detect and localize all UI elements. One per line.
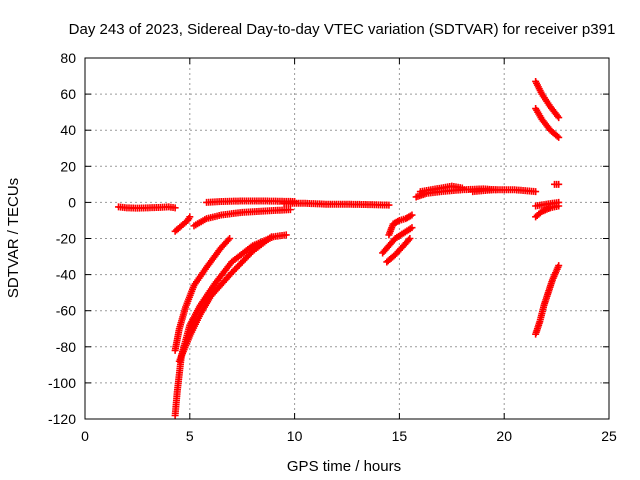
series-arc-6 xyxy=(190,206,294,230)
data-point xyxy=(224,236,232,244)
y-tick-label: -100 xyxy=(48,375,76,391)
chart-title: Day 243 of 2023, Sidereal Day-to-day VTE… xyxy=(69,21,616,38)
data-point xyxy=(555,262,563,270)
y-tick-label: -20 xyxy=(56,231,76,247)
series-arc-8 xyxy=(280,199,393,209)
y-tick-label: 40 xyxy=(60,122,76,138)
data-point xyxy=(385,201,393,209)
y-tick-label: -40 xyxy=(56,267,76,283)
x-tick-label: 15 xyxy=(392,428,408,444)
data-point xyxy=(408,224,416,232)
x-tick-labels: 0 5 10 15 20 25 xyxy=(81,428,617,444)
series-arc-16 xyxy=(532,105,563,141)
y-tick-label: -80 xyxy=(56,339,76,355)
data-point xyxy=(555,114,563,122)
data-point xyxy=(405,236,413,244)
data-point xyxy=(458,184,466,192)
series-arc-5 xyxy=(175,233,276,365)
y-tick-label: 60 xyxy=(60,86,76,102)
y-tick-labels: -120 -100 -80 -60 -40 -20 0 20 40 60 80 xyxy=(48,50,76,427)
series-arc-20 xyxy=(532,262,563,338)
data-point xyxy=(555,133,563,141)
axis-ticks xyxy=(84,57,610,420)
data-marks xyxy=(115,77,563,419)
data-point xyxy=(171,204,179,212)
y-tick-label: 80 xyxy=(60,50,76,66)
data-point xyxy=(406,235,414,242)
series-arc-15 xyxy=(532,77,563,122)
series-arc-7 xyxy=(203,197,299,206)
data-point xyxy=(268,233,276,241)
y-axis-label: SDTVAR / TECUs xyxy=(5,178,22,298)
y-tick-label: 20 xyxy=(60,158,76,174)
series-arc-4 xyxy=(171,235,234,354)
series-arc-11 xyxy=(385,211,416,239)
series-arc-19 xyxy=(551,180,563,188)
series-arc-18 xyxy=(532,198,563,210)
data-point xyxy=(555,180,563,188)
x-tick-label: 0 xyxy=(81,428,89,444)
series-arc-10 xyxy=(383,235,414,266)
x-tick-label: 25 xyxy=(601,428,617,444)
x-tick-label: 20 xyxy=(496,428,512,444)
y-tick-label: 0 xyxy=(68,194,76,210)
data-point xyxy=(408,211,416,219)
x-axis-label: GPS time / hours xyxy=(287,458,401,475)
series-arc-9 xyxy=(379,224,416,257)
data-point xyxy=(226,235,234,242)
series-arc-1 xyxy=(115,203,179,212)
data-point xyxy=(286,206,294,214)
data-point xyxy=(555,198,563,206)
series-arc-2 xyxy=(171,213,194,235)
grid xyxy=(85,58,609,419)
series-arc-14 xyxy=(469,186,540,196)
data-point xyxy=(186,213,194,221)
x-tick-label: 10 xyxy=(287,428,303,444)
data-point xyxy=(553,132,561,140)
x-tick-label: 5 xyxy=(186,428,194,444)
y-tick-label: -60 xyxy=(56,303,76,319)
series-arc-13 xyxy=(416,182,466,196)
y-tick-label: -120 xyxy=(48,411,76,427)
data-point xyxy=(532,188,540,196)
data-point xyxy=(282,231,290,239)
